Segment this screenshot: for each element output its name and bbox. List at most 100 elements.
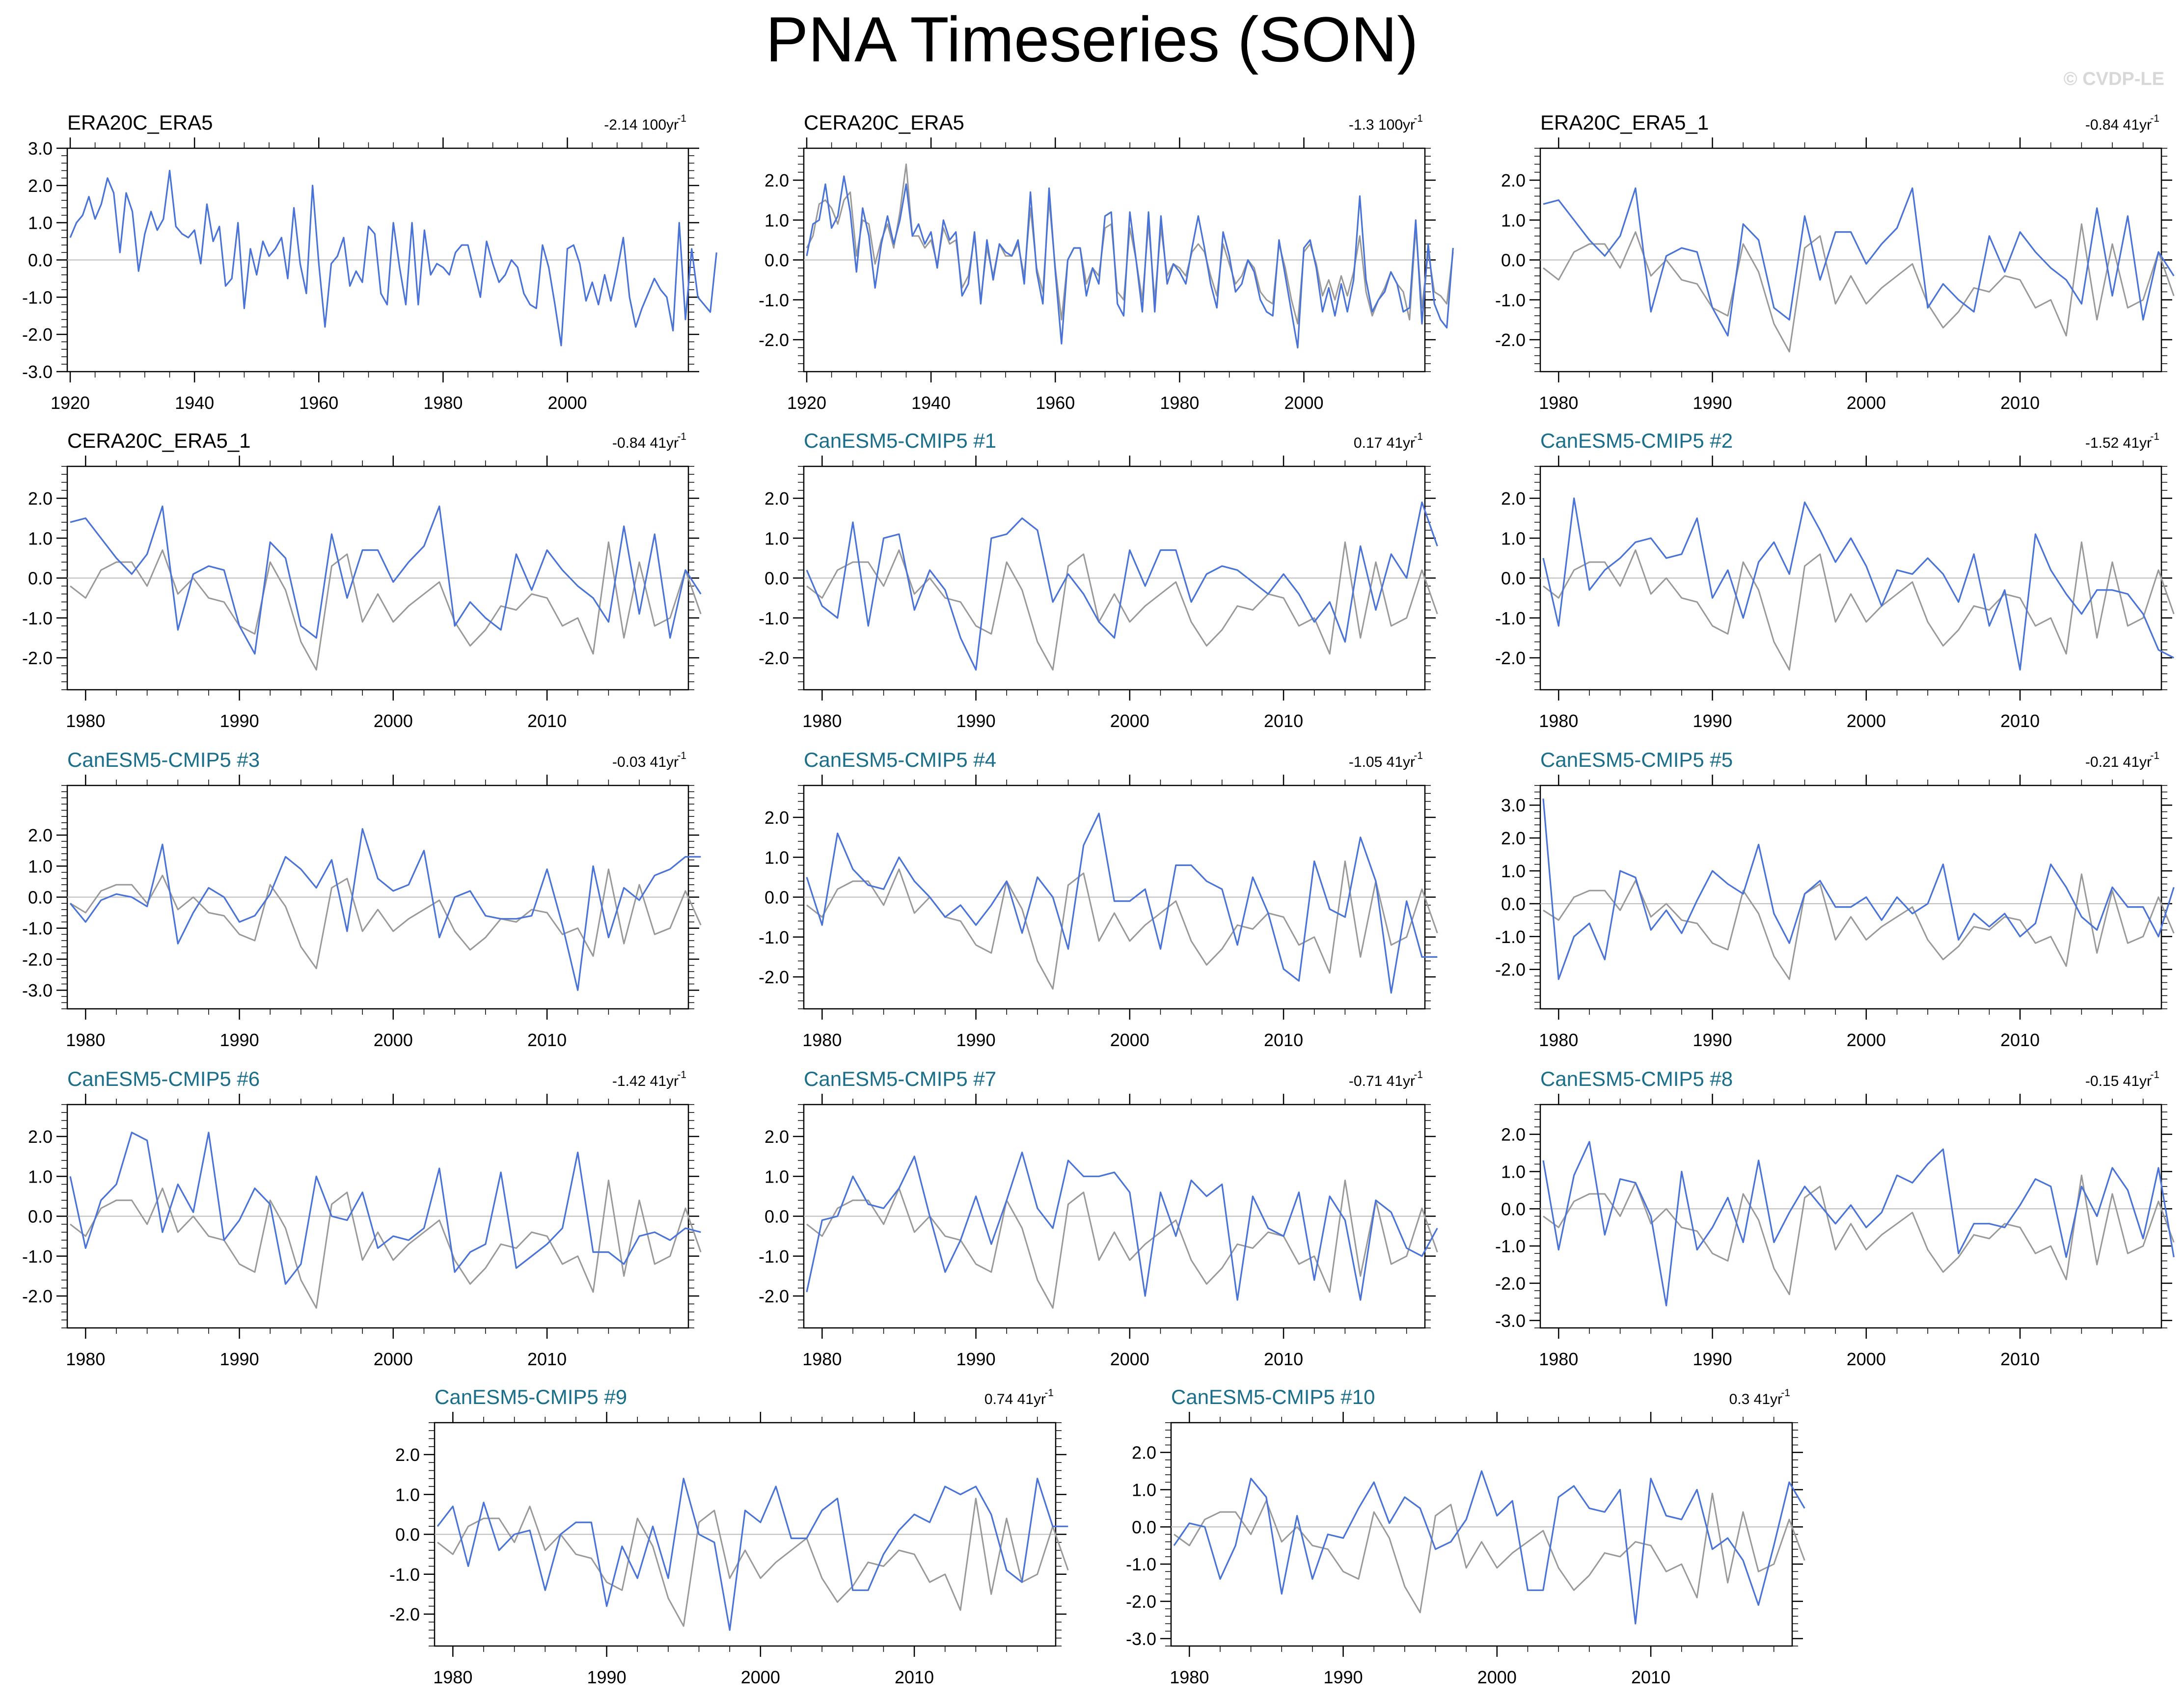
y-tick-label: -3.0 [22,980,53,1000]
y-tick-label: 2.0 [28,176,53,196]
x-tick-label: 1980 [66,711,105,731]
y-tick-label: -1.0 [22,287,53,307]
y-tick-label: -1.0 [1126,1554,1156,1574]
y-tick-label: -2.0 [759,648,789,668]
x-tick-label: 2010 [1264,711,1303,731]
y-tick-label: 0.0 [28,1207,53,1227]
x-tick-label: 1990 [1693,711,1732,731]
chart-panel-5: CanESM5-CMIP5 #1 0.17 41yr-1 2.0 1.0 0.0 -1.0… [759,429,1438,731]
series-line-member [70,505,702,655]
x-tick-label: 1980 [1539,1030,1578,1050]
trend-label: -1.05 41yr [1349,754,1415,770]
chart-panel-7: CanESM5-CMIP5 #3 -0.03 41yr-1 2.0 1.0 0.0 -1.… [22,748,702,1050]
series-line-observations [806,163,1454,324]
y-tick-label: 1.0 [764,528,789,548]
series-line-member [806,812,1438,994]
y-tick-label: 2.0 [28,1127,53,1147]
y-tick-label: 0.0 [1501,568,1526,589]
series-line-observations [806,1179,1438,1309]
series-line-observations [437,1497,1069,1627]
series-line-observations [1543,873,2175,980]
y-tick-label: -2.0 [22,1286,53,1306]
trend-label: -0.15 41yr [2085,1073,2152,1089]
x-tick-label: 1990 [1324,1667,1363,1687]
series-line-member [69,828,701,991]
x-tick-label: 2010 [1264,1349,1303,1369]
y-tick-label: 0.0 [764,888,789,908]
y-tick-label: -2.0 [759,1286,789,1306]
series-line-member [806,175,1454,349]
x-tick-label: 1990 [956,711,996,731]
y-tick-label: 2.0 [764,808,789,828]
y-tick-label: 2.0 [764,488,789,509]
x-tick-label: 2000 [1847,711,1886,731]
trend-exponent: -1 [1414,750,1423,761]
y-tick-label: -2.0 [759,330,789,350]
series-line-member [69,1132,701,1285]
x-tick-label: 1980 [802,711,842,731]
y-tick-label: -1.0 [22,608,53,628]
panel-title: ERA20C_ERA5_1 [1540,111,1709,134]
chart-panel-13: CanESM5-CMIP5 #9 0.74 41yr-1 2.0 1.0 0.0 -1.0… [389,1385,1069,1687]
y-tick-label: 2.0 [1501,170,1526,190]
y-tick-label: 1.0 [764,210,789,230]
trend-exponent: -1 [677,750,686,761]
x-tick-label: 1990 [1693,1349,1732,1369]
y-tick-label: -1.0 [389,1565,420,1585]
y-tick-label: 0.0 [395,1525,420,1545]
x-tick-label: 1990 [1693,393,1732,413]
x-tick-label: 2000 [547,393,587,413]
trend-label: 0.17 41yr [1354,435,1415,451]
chart-panel-9: CanESM5-CMIP5 #5 -0.21 41yr-1 3.0 2.0 1.0 0.0… [1495,748,2175,1050]
y-tick-label: 0.0 [28,250,53,270]
chart-panel-4: CERA20C_ERA5_1 -0.84 41yr-1 2.0 1.0 0.0 -1.0 -… [22,429,702,731]
x-tick-label: 1980 [1160,393,1199,413]
trend-exponent: -1 [2150,113,2159,124]
y-tick-label: -1.0 [1495,290,1526,310]
x-tick-label: 2010 [1264,1030,1303,1050]
y-tick-label: 0.0 [764,1207,789,1227]
x-tick-label: 2000 [374,1349,413,1369]
chart-panel-6: CanESM5-CMIP5 #2 -1.52 41yr-1 2.0 1.0 0.0 -1.… [1495,429,2175,731]
x-tick-label: 2000 [741,1667,780,1687]
series-line-member [1542,497,2175,671]
panel-title: CERA20C_ERA5 [804,111,964,134]
y-tick-label: 0.0 [1132,1517,1156,1537]
x-tick-label: 1990 [220,711,259,731]
series-line-observations [70,868,702,970]
panel-title: CanESM5-CMIP5 #5 [1540,748,1733,771]
y-tick-label: -2.0 [389,1604,420,1624]
y-tick-label: 2.0 [395,1445,420,1465]
y-tick-label: 0.0 [1501,1199,1526,1219]
y-tick-label: -2.0 [1495,648,1526,668]
y-tick-label: -1.0 [759,608,789,628]
y-tick-label: -1.0 [1495,927,1526,947]
y-tick-label: -3.0 [1126,1629,1156,1649]
y-tick-label: 1.0 [28,213,53,233]
y-tick-label: -3.0 [1495,1311,1526,1331]
series-line-member [1173,1470,1805,1625]
x-tick-label: 1980 [1539,711,1578,731]
series-line-member [1542,1141,2175,1307]
panel-title: CanESM5-CMIP5 #3 [67,748,260,771]
y-tick-label: -2.0 [1126,1592,1156,1612]
panel-title: CanESM5-CMIP5 #7 [804,1067,996,1090]
y-tick-label: 1.0 [28,528,53,548]
chart-panel-10: CanESM5-CMIP5 #6 -1.42 41yr-1 2.0 1.0 0.0 -1.… [22,1067,702,1369]
x-tick-label: 1960 [1036,393,1075,413]
x-tick-label: 1990 [220,1030,259,1050]
x-tick-label: 2010 [527,1030,567,1050]
x-tick-label: 1920 [787,393,826,413]
x-tick-label: 1940 [175,393,214,413]
x-tick-label: 2000 [1847,393,1886,413]
chart-panel-2: CERA20C_ERA5 -1.3 100yr-1 2.0 1.0 0.0 -1.0 -2.… [759,111,1454,413]
chart-panel-8: CanESM5-CMIP5 #4 -1.05 41yr-1 2.0 1.0 0.0 -1.… [759,748,1438,1050]
x-tick-label: 2010 [2000,1349,2040,1369]
y-tick-label: 1.0 [764,847,789,867]
x-tick-label: 2000 [1110,1030,1149,1050]
x-tick-label: 2010 [2000,711,2040,731]
trend-label: -1.3 100yr [1349,117,1415,133]
x-tick-label: 1990 [587,1667,627,1687]
plot-frame [1539,1104,2162,1329]
chart-panel-14: CanESM5-CMIP5 #10 0.3 41yr-1 2.0 1.0 0.0 -1.0… [1126,1385,1805,1687]
